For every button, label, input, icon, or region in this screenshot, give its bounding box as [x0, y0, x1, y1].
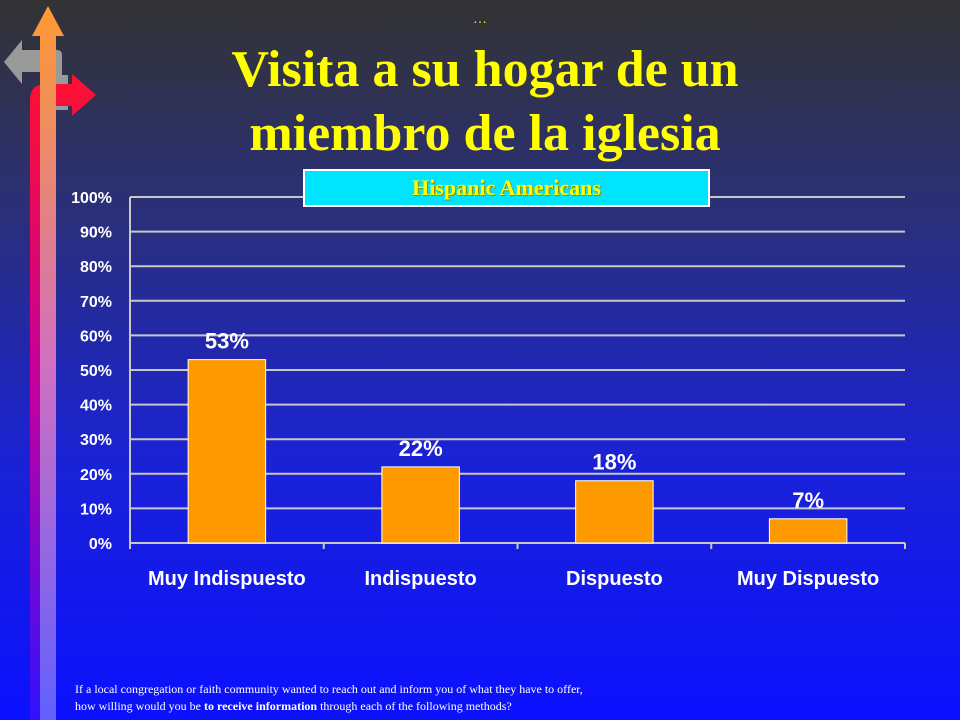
bar: [187, 359, 267, 544]
bar: [768, 518, 848, 544]
y-tick-label: 90%: [80, 225, 112, 242]
title-line-2: miembro de la iglesia: [249, 105, 721, 162]
ellipsis-text: …: [473, 12, 487, 27]
y-tick-label: 100%: [71, 190, 112, 207]
data-label: 7%: [792, 488, 824, 513]
y-tick-label: 20%: [80, 467, 112, 484]
footnote: If a local congregation or faith communi…: [75, 681, 795, 715]
y-tick-label: 40%: [80, 398, 112, 415]
chart-title-box: Hispanic Americans: [303, 169, 710, 207]
y-tick-label: 0%: [89, 536, 112, 553]
x-tick-label: Indispuesto: [365, 568, 477, 590]
y-tick-label: 70%: [80, 294, 112, 311]
y-tick-label: 60%: [80, 328, 112, 345]
y-tick-label: 30%: [80, 432, 112, 449]
footnote-line-2-post: through each of the following methods?: [317, 699, 512, 713]
x-tick-label: Dispuesto: [566, 568, 663, 590]
bar: [575, 480, 654, 544]
y-tick-label: 50%: [80, 363, 112, 380]
orange-arrow-icon: [32, 6, 64, 720]
footnote-line-2-pre: how willing would you be: [75, 699, 204, 713]
x-tick-label: Muy Dispuesto: [737, 568, 879, 590]
title-line-1: Visita a su hogar de un: [231, 41, 739, 98]
data-label: 22%: [399, 436, 443, 461]
bar: [381, 466, 460, 544]
decorative-arrows: [4, 6, 96, 720]
data-label: 53%: [205, 329, 249, 354]
footnote-line-2-bold: to receive information: [204, 699, 318, 713]
chart-title: Hispanic Americans: [412, 175, 601, 200]
footnote-line-1: If a local congregation or faith communi…: [75, 682, 583, 696]
data-label: 18%: [592, 450, 636, 475]
y-tick-label: 10%: [80, 501, 112, 518]
page-title: Visita a su hogar de un miembro de la ig…: [160, 38, 810, 166]
y-tick-label: 80%: [80, 259, 112, 276]
x-tick-label: Muy Indispuesto: [148, 568, 306, 590]
